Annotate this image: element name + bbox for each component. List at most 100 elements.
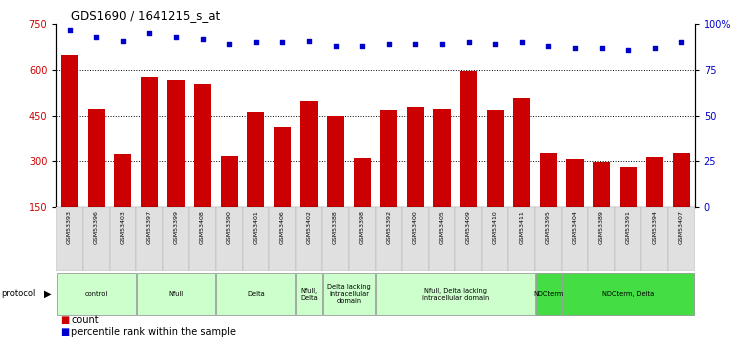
Bar bbox=[433, 109, 451, 253]
Point bbox=[489, 41, 501, 47]
Bar bbox=[588, 207, 615, 271]
Bar bbox=[508, 207, 535, 271]
Text: GSM53390: GSM53390 bbox=[227, 210, 232, 244]
Text: ■: ■ bbox=[60, 315, 69, 325]
Text: GSM53404: GSM53404 bbox=[572, 210, 578, 244]
Bar bbox=[167, 80, 185, 253]
Bar bbox=[88, 109, 105, 253]
Text: Nfull: Nfull bbox=[168, 291, 183, 297]
Text: Delta: Delta bbox=[247, 291, 264, 297]
Text: GSM53403: GSM53403 bbox=[120, 210, 125, 244]
Text: ▶: ▶ bbox=[44, 289, 51, 299]
Bar bbox=[455, 207, 482, 271]
Point bbox=[197, 36, 209, 41]
Point bbox=[303, 38, 315, 43]
Point bbox=[276, 40, 288, 45]
Text: Delta lacking
intracellular
domain: Delta lacking intracellular domain bbox=[327, 284, 371, 304]
Bar bbox=[380, 110, 397, 253]
Point bbox=[170, 34, 182, 40]
Bar bbox=[535, 207, 562, 271]
Bar bbox=[482, 207, 508, 271]
Bar bbox=[513, 98, 530, 253]
Point bbox=[516, 40, 528, 45]
Text: GSM53400: GSM53400 bbox=[413, 210, 418, 244]
Bar bbox=[247, 112, 264, 253]
Text: GSM53399: GSM53399 bbox=[173, 210, 179, 244]
Bar bbox=[243, 207, 269, 271]
Bar bbox=[646, 157, 663, 253]
Text: GSM53405: GSM53405 bbox=[439, 210, 445, 244]
Bar bbox=[402, 207, 429, 271]
Bar bbox=[189, 207, 216, 271]
Text: GSM53398: GSM53398 bbox=[360, 210, 365, 244]
Bar bbox=[300, 101, 318, 253]
Bar bbox=[137, 273, 216, 315]
Point bbox=[596, 45, 608, 51]
Point bbox=[90, 34, 102, 40]
Bar bbox=[110, 207, 136, 271]
Point bbox=[223, 41, 235, 47]
Bar bbox=[535, 273, 561, 315]
Bar bbox=[566, 159, 584, 253]
Point bbox=[649, 45, 661, 51]
Text: percentile rank within the sample: percentile rank within the sample bbox=[71, 327, 237, 337]
Text: NDCterm: NDCterm bbox=[533, 291, 563, 297]
Bar bbox=[56, 207, 83, 271]
Bar bbox=[673, 153, 690, 253]
Bar bbox=[269, 207, 296, 271]
Bar bbox=[540, 153, 557, 253]
Point bbox=[356, 43, 368, 49]
Bar bbox=[327, 116, 344, 253]
Bar bbox=[376, 273, 535, 315]
Bar bbox=[322, 207, 349, 271]
Text: GSM53395: GSM53395 bbox=[546, 210, 551, 244]
Text: Nfull, Delta lacking
intracellular domain: Nfull, Delta lacking intracellular domai… bbox=[421, 288, 489, 300]
Text: GSM53397: GSM53397 bbox=[147, 210, 152, 244]
Bar bbox=[620, 167, 637, 253]
Bar bbox=[562, 207, 588, 271]
Bar bbox=[296, 273, 321, 315]
Bar bbox=[460, 71, 477, 253]
Text: NDCterm, Delta: NDCterm, Delta bbox=[602, 291, 654, 297]
Point bbox=[542, 43, 554, 49]
Bar bbox=[354, 158, 371, 253]
Bar bbox=[216, 207, 243, 271]
Point bbox=[143, 31, 155, 36]
Bar bbox=[163, 207, 189, 271]
Point bbox=[675, 40, 687, 45]
Text: GSM53409: GSM53409 bbox=[466, 210, 471, 244]
Bar bbox=[216, 273, 295, 315]
Bar bbox=[668, 207, 695, 271]
Text: GSM53389: GSM53389 bbox=[599, 210, 604, 244]
Point bbox=[250, 40, 262, 45]
Point bbox=[622, 47, 634, 52]
Point bbox=[463, 40, 475, 45]
Text: GSM53388: GSM53388 bbox=[333, 210, 338, 244]
Bar bbox=[429, 207, 455, 271]
Bar bbox=[349, 207, 376, 271]
Text: GSM53396: GSM53396 bbox=[94, 210, 98, 244]
Point bbox=[436, 41, 448, 47]
Text: GSM53411: GSM53411 bbox=[519, 210, 524, 244]
Text: GDS1690 / 1641215_s_at: GDS1690 / 1641215_s_at bbox=[71, 9, 221, 22]
Text: GSM53407: GSM53407 bbox=[679, 210, 684, 244]
Point bbox=[117, 38, 129, 43]
Text: protocol: protocol bbox=[2, 289, 36, 298]
Text: count: count bbox=[71, 315, 99, 325]
Bar bbox=[221, 156, 238, 253]
Text: GSM53408: GSM53408 bbox=[200, 210, 205, 244]
Bar bbox=[61, 55, 78, 253]
Point bbox=[330, 43, 342, 49]
Point bbox=[569, 45, 581, 51]
Bar bbox=[274, 127, 291, 253]
Text: GSM53391: GSM53391 bbox=[626, 210, 631, 244]
Text: GSM53401: GSM53401 bbox=[253, 210, 258, 244]
Bar bbox=[57, 273, 136, 315]
Bar bbox=[140, 77, 158, 253]
Bar bbox=[376, 207, 402, 271]
Text: GSM53402: GSM53402 bbox=[306, 210, 312, 244]
Bar bbox=[83, 207, 110, 271]
Point bbox=[409, 41, 421, 47]
Bar bbox=[562, 273, 694, 315]
Bar bbox=[323, 273, 375, 315]
